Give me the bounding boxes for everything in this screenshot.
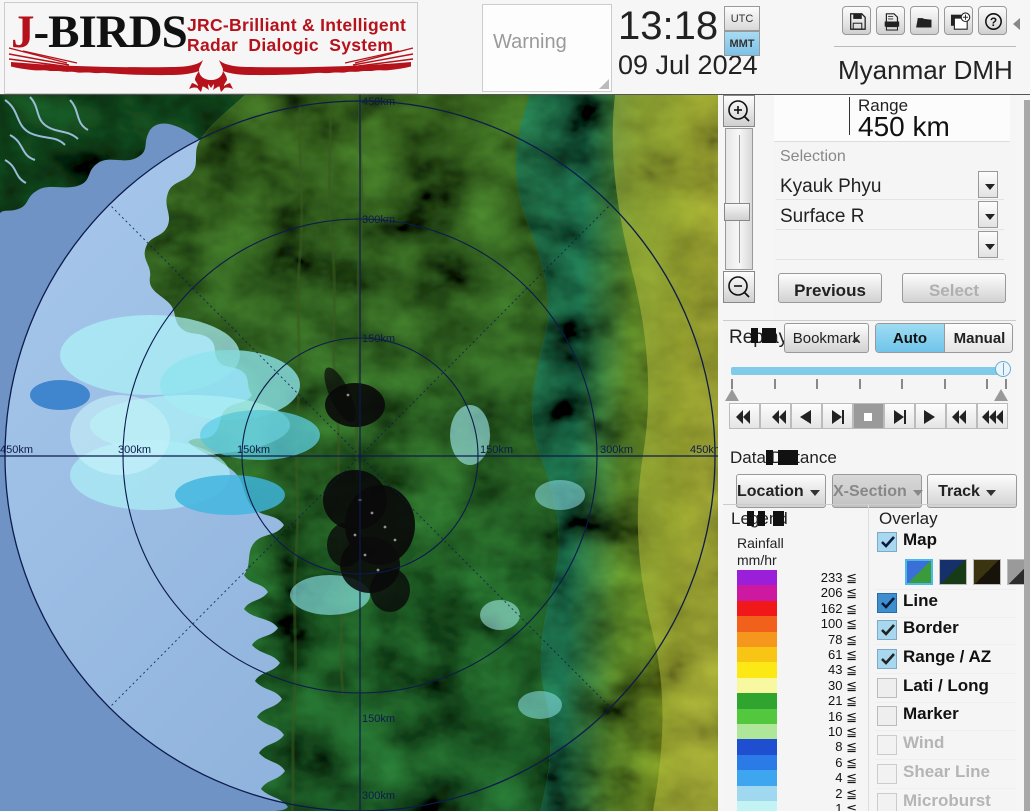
- svg-text:300km: 300km: [362, 790, 395, 802]
- svg-text:300km: 300km: [600, 444, 633, 456]
- svg-text:150km: 150km: [237, 444, 270, 456]
- svg-text:450km: 450km: [690, 444, 718, 456]
- svg-text:450km: 450km: [362, 96, 395, 108]
- svg-text:450km: 450km: [0, 444, 33, 456]
- svg-text:?: ?: [990, 15, 997, 29]
- svg-text:150km: 150km: [362, 333, 395, 345]
- svg-text:300km: 300km: [118, 444, 151, 456]
- svg-text:150km: 150km: [362, 713, 395, 725]
- svg-text:300km: 300km: [362, 214, 395, 226]
- svg-text:150km: 150km: [480, 444, 513, 456]
